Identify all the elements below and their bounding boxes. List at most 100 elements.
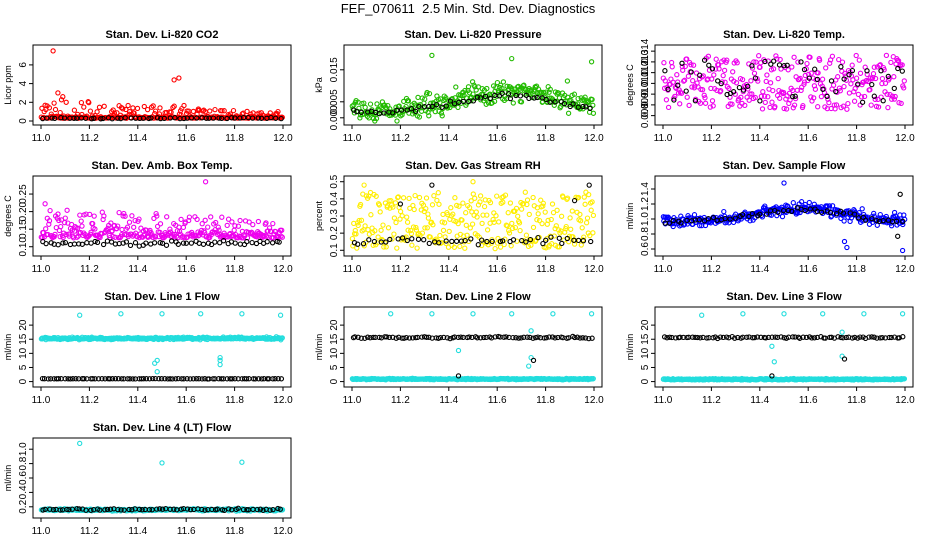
data-point-main: [440, 227, 447, 234]
data-point-main: [88, 229, 94, 235]
data-point-reference: [127, 376, 133, 382]
data-point-main: [71, 107, 78, 113]
data-point-reference: [577, 335, 583, 341]
data-point-main: [452, 195, 458, 201]
data-point-reference: [871, 334, 877, 340]
data-point-reference: [384, 334, 390, 340]
data-point-main: [877, 62, 883, 68]
data-point-main: [901, 78, 907, 84]
data-point-main: [502, 192, 509, 198]
outlier-point: [571, 197, 578, 204]
data-point-reference: [714, 335, 721, 342]
data-point-reference: [65, 376, 71, 382]
data-point-main: [499, 85, 505, 92]
data-point-main: [558, 213, 565, 219]
data-point-reference: [119, 376, 125, 382]
data-point-reference: [706, 62, 712, 68]
data-point-reference: [151, 240, 158, 246]
data-point-reference: [505, 91, 512, 97]
data-point-reference: [812, 66, 818, 72]
data-point-main: [357, 115, 363, 121]
data-point-main: [798, 87, 804, 94]
outlier-point: [820, 311, 826, 317]
data-point-main: [829, 203, 836, 209]
data-point-main: [786, 90, 793, 96]
data-point-reference: [561, 100, 568, 107]
data-point-main: [129, 213, 135, 219]
data-point-reference: [383, 239, 389, 245]
data-point-reference: [118, 507, 124, 513]
data-point-reference: [715, 78, 721, 84]
data-point-reference: [71, 241, 78, 247]
data-point-main: [684, 56, 690, 62]
y-axis-label: kPa: [314, 77, 324, 93]
data-point-main: [770, 66, 777, 72]
x-tick-label: 12.0: [273, 526, 293, 537]
data-point-main: [378, 227, 384, 233]
data-point-reference: [809, 335, 815, 341]
data-point-main: [791, 54, 797, 60]
data-point-main: [560, 194, 566, 200]
data-point-main: [108, 220, 114, 226]
data-point-reference: [175, 241, 181, 247]
data-point-reference: [199, 506, 205, 513]
data-point-main: [141, 103, 147, 110]
data-point-main: [478, 97, 484, 103]
data-point-reference: [735, 334, 741, 341]
data-point-reference: [526, 95, 532, 102]
y-tick-label: 0: [640, 378, 651, 384]
data-point-main: [775, 75, 781, 82]
outlier-point: [388, 311, 394, 317]
data-point-main: [516, 220, 523, 226]
data-point-reference: [778, 334, 784, 340]
data-point-main: [237, 217, 243, 224]
data-point-reference: [517, 93, 524, 99]
data-point-main: [808, 70, 814, 76]
x-tick-label: 11.8: [536, 395, 555, 406]
data-point-reference: [846, 72, 852, 78]
data-point-reference: [489, 238, 495, 245]
data-point-main: [459, 92, 465, 99]
data-point-main: [121, 210, 127, 217]
data-point-reference: [570, 101, 576, 107]
data-point-main: [554, 207, 560, 213]
data-point-main: [872, 75, 879, 82]
data-point-reference: [387, 236, 393, 243]
data-point-main: [126, 219, 133, 225]
data-point-main: [509, 225, 516, 232]
data-point-reference: [52, 115, 58, 122]
data-point-main: [661, 60, 667, 66]
data-point-main: [776, 87, 782, 94]
data-point-reference: [789, 208, 795, 214]
data-point-reference: [232, 240, 238, 246]
data-point-reference: [194, 115, 200, 121]
data-point-main: [46, 218, 53, 224]
data-point-reference: [188, 240, 195, 246]
data-point-reference: [806, 75, 812, 81]
data-point-reference: [104, 238, 111, 244]
data-point-main: [170, 104, 176, 111]
data-point-reference: [543, 335, 549, 341]
data-point-reference: [270, 506, 276, 513]
data-point-reference: [781, 63, 787, 69]
data-point-reference: [694, 334, 701, 341]
data-point-reference: [229, 376, 235, 382]
data-point-main: [798, 199, 805, 205]
data-point-reference: [661, 334, 668, 340]
outlier-point: [118, 311, 124, 317]
y-tick-label: 6: [18, 62, 29, 68]
y-tick-label: 0.012: [640, 60, 651, 85]
data-point-main: [590, 230, 596, 236]
data-point-reference: [426, 334, 432, 340]
data-point-reference: [216, 115, 222, 121]
data-point-main: [870, 71, 877, 77]
data-point-main: [879, 80, 885, 87]
data-point-reference: [172, 115, 178, 121]
data-point-main: [807, 54, 813, 60]
plot-frame: [32, 44, 292, 126]
data-point-main: [110, 107, 116, 113]
outlier-point: [77, 312, 83, 318]
x-tick-label: 11.0: [654, 264, 673, 275]
data-point-reference: [792, 334, 798, 340]
data-point-reference: [443, 103, 449, 109]
